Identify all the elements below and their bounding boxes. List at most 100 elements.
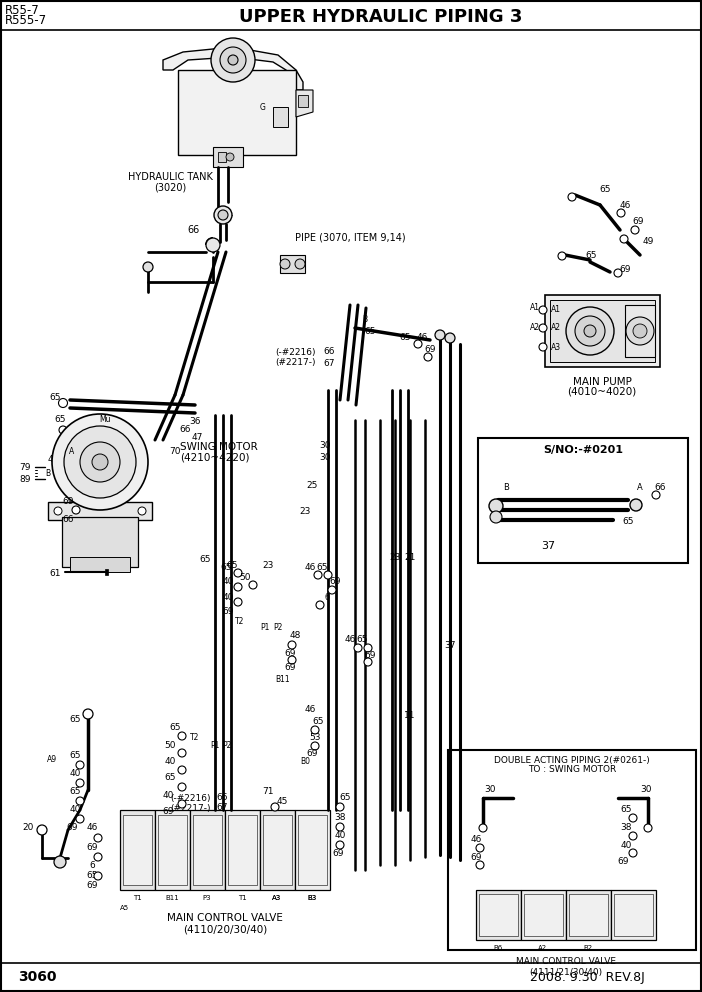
Bar <box>479 894 518 936</box>
Circle shape <box>476 861 484 869</box>
Text: 79: 79 <box>19 462 31 471</box>
Circle shape <box>629 814 637 822</box>
Circle shape <box>37 825 47 835</box>
Text: 46: 46 <box>304 705 316 714</box>
Text: 23: 23 <box>299 508 311 517</box>
Text: 65: 65 <box>69 751 81 760</box>
Text: 40: 40 <box>164 758 176 767</box>
Circle shape <box>629 849 637 857</box>
Text: A2: A2 <box>530 323 540 332</box>
Text: 65: 65 <box>49 394 61 403</box>
Text: 50: 50 <box>239 572 251 581</box>
Text: 50: 50 <box>164 740 176 750</box>
Circle shape <box>54 856 66 868</box>
Text: B2: B2 <box>583 945 592 951</box>
Circle shape <box>617 209 625 217</box>
Text: PIPE (3070, ITEM 9,14): PIPE (3070, ITEM 9,14) <box>295 232 406 242</box>
Circle shape <box>629 832 637 840</box>
Text: 21: 21 <box>404 554 416 562</box>
Text: P2: P2 <box>223 740 232 750</box>
Bar <box>478 438 688 563</box>
Text: 45: 45 <box>277 798 288 806</box>
Circle shape <box>633 324 647 338</box>
Bar <box>550 300 655 362</box>
Text: S/NO:-#0201: S/NO:-#0201 <box>543 445 623 455</box>
Text: 69: 69 <box>332 849 344 858</box>
Text: 46: 46 <box>86 823 98 832</box>
Text: 23: 23 <box>263 560 274 569</box>
Circle shape <box>539 343 547 351</box>
Text: 65: 65 <box>600 186 611 194</box>
Circle shape <box>178 783 186 791</box>
Circle shape <box>94 872 102 880</box>
Circle shape <box>631 226 639 234</box>
Text: 65: 65 <box>585 251 597 260</box>
Text: B11: B11 <box>165 895 179 901</box>
Text: 71: 71 <box>263 788 274 797</box>
Text: B: B <box>362 315 368 324</box>
Text: A1: A1 <box>551 306 561 314</box>
Text: 46: 46 <box>344 636 356 645</box>
Text: 65: 65 <box>399 333 411 342</box>
Text: 48: 48 <box>289 632 300 641</box>
Circle shape <box>336 803 344 811</box>
Circle shape <box>234 598 242 606</box>
Text: 65: 65 <box>169 722 180 731</box>
Text: 69: 69 <box>86 843 98 852</box>
Text: 65: 65 <box>164 774 176 783</box>
Circle shape <box>234 583 242 591</box>
Circle shape <box>76 815 84 823</box>
Text: (-#2216): (-#2216) <box>170 794 211 803</box>
Text: 69: 69 <box>66 822 78 831</box>
Text: A5: A5 <box>121 905 130 911</box>
Text: 30: 30 <box>484 786 496 795</box>
Bar <box>521 890 566 940</box>
Text: A2: A2 <box>551 323 561 332</box>
Circle shape <box>336 841 344 849</box>
Polygon shape <box>163 47 303 90</box>
Circle shape <box>234 569 242 577</box>
Text: P1: P1 <box>260 624 270 633</box>
Bar <box>158 815 187 885</box>
Circle shape <box>59 446 67 454</box>
Bar <box>48 502 152 520</box>
Bar <box>625 305 655 357</box>
Circle shape <box>626 317 654 345</box>
Text: 40: 40 <box>162 792 173 801</box>
Text: B0: B0 <box>300 758 310 767</box>
Text: T1: T1 <box>133 895 141 901</box>
Text: 69: 69 <box>58 472 69 481</box>
Circle shape <box>489 499 503 513</box>
Text: (#2217-): (#2217-) <box>170 804 211 812</box>
Text: 37: 37 <box>444 641 456 650</box>
Circle shape <box>92 454 108 470</box>
Bar <box>569 894 608 936</box>
Circle shape <box>424 353 432 361</box>
Text: 67: 67 <box>323 358 334 367</box>
Circle shape <box>328 586 336 594</box>
Text: 46: 46 <box>470 835 482 844</box>
Circle shape <box>138 507 146 515</box>
Text: 37: 37 <box>541 541 555 551</box>
Circle shape <box>479 824 487 832</box>
Circle shape <box>52 414 148 510</box>
Circle shape <box>280 259 290 269</box>
Circle shape <box>211 38 255 82</box>
Circle shape <box>220 47 246 73</box>
Text: B: B <box>46 469 51 478</box>
Text: 36: 36 <box>190 418 201 427</box>
Bar <box>448 750 696 950</box>
Text: 69: 69 <box>470 852 482 861</box>
Text: MAIN CONTROL VALVE: MAIN CONTROL VALVE <box>516 957 616 966</box>
Bar <box>524 894 563 936</box>
Text: T2: T2 <box>235 617 245 627</box>
Bar <box>614 894 653 936</box>
Text: 69: 69 <box>86 882 98 891</box>
Bar <box>178 70 296 155</box>
Bar <box>155 810 190 890</box>
Text: 69: 69 <box>162 807 174 816</box>
Text: B6: B6 <box>494 945 503 951</box>
Text: 65: 65 <box>364 327 376 336</box>
Circle shape <box>324 571 332 579</box>
Circle shape <box>178 800 186 808</box>
